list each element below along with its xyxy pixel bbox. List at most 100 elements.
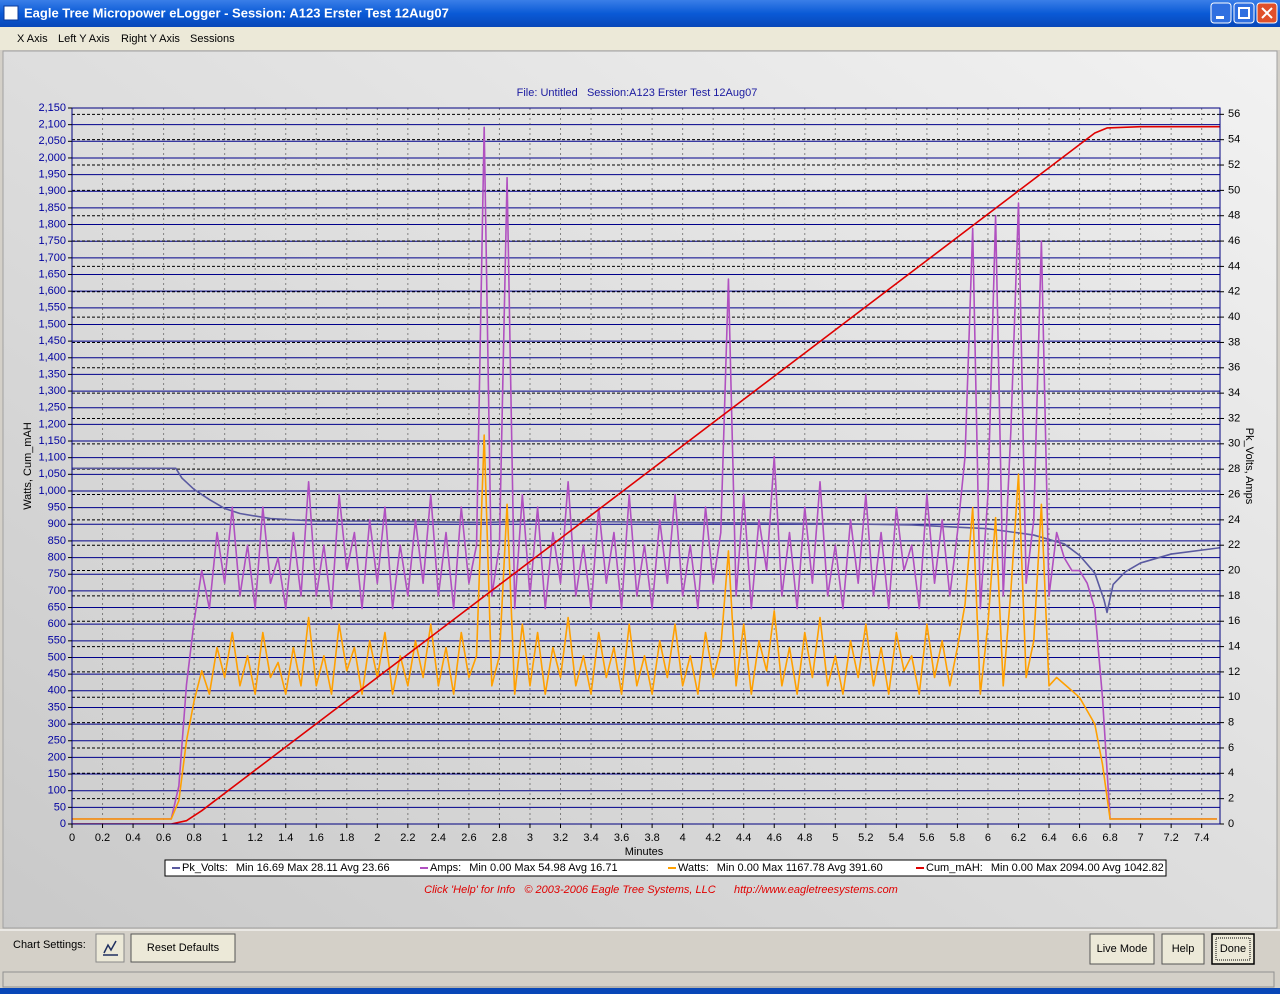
done-button-label: Done xyxy=(1220,943,1246,955)
x-tick-label: 6.8 xyxy=(1102,832,1117,844)
done-button[interactable] xyxy=(1211,933,1255,965)
menu-bar xyxy=(0,27,1280,50)
chart-title: File: Untitled Session:A123 Erster Test … xyxy=(517,87,758,99)
x-tick-label: 2.8 xyxy=(492,832,507,844)
x-tick-label: 5.8 xyxy=(950,832,965,844)
y-tick-label: 2,100 xyxy=(38,119,66,131)
y-tick-label: 1,700 xyxy=(38,252,66,264)
series-line xyxy=(72,467,1220,614)
x-tick-label: 5 xyxy=(832,832,838,844)
y-tick-label: 1,100 xyxy=(38,452,66,464)
x-tick-label: 0.6 xyxy=(156,832,171,844)
y-tick-label: 1,750 xyxy=(38,235,66,247)
x-tick-label: 4.4 xyxy=(736,832,751,844)
y2-tick-label: 38 xyxy=(1228,336,1240,348)
legend-label: Amps: xyxy=(430,862,461,874)
y-tick-label: 800 xyxy=(48,551,66,563)
menu-item[interactable]: Sessions xyxy=(190,33,235,45)
y2-tick-label: 0 xyxy=(1228,818,1234,830)
x-tick-label: 2.4 xyxy=(431,832,446,844)
menu-item[interactable]: Right Y Axis xyxy=(121,33,180,45)
x-tick-label: 6 xyxy=(985,832,991,844)
y-tick-label: 850 xyxy=(48,535,66,547)
y-tick-label: 1,000 xyxy=(38,485,66,497)
y2-tick-label: 50 xyxy=(1228,184,1240,196)
y-tick-label: 1,900 xyxy=(38,185,66,197)
y-tick-label: 1,850 xyxy=(38,202,66,214)
y2-tick-label: 14 xyxy=(1228,640,1240,652)
series-line xyxy=(72,126,1217,820)
x-tick-label: 4.6 xyxy=(767,832,782,844)
maximize-button[interactable] xyxy=(1233,2,1255,24)
y-tick-label: 950 xyxy=(48,502,66,514)
x-tick-label: 5.2 xyxy=(858,832,873,844)
x-tick-label: 0.2 xyxy=(95,832,110,844)
legend-label: Cum_mAH: xyxy=(926,862,983,874)
y-axis-label: Watts, Cum_mAH xyxy=(22,422,34,510)
minimize-button[interactable] xyxy=(1210,2,1232,24)
x-tick-label: 5.6 xyxy=(919,832,934,844)
y2-tick-label: 52 xyxy=(1228,159,1240,171)
app-icon xyxy=(3,5,19,21)
tick-labels: 0501001502002503003504004505005506006507… xyxy=(38,102,1240,844)
y-tick-label: 1,600 xyxy=(38,285,66,297)
x-tick-label: 1.4 xyxy=(278,832,293,844)
window-buttons xyxy=(1210,2,1278,24)
y-tick-label: 1,800 xyxy=(38,218,66,230)
series-line xyxy=(72,125,1220,824)
window-frame-bottom xyxy=(0,988,1280,994)
status-bar xyxy=(2,971,1275,988)
y-tick-label: 450 xyxy=(48,668,66,680)
minimize-glyph xyxy=(1216,16,1224,19)
y-tick-label: 1,350 xyxy=(38,368,66,380)
y2-tick-label: 30 xyxy=(1228,438,1240,450)
x-tick-label: 2 xyxy=(374,832,380,844)
window-title: Eagle Tree Micropower eLogger - Session:… xyxy=(24,5,449,20)
menu-item[interactable]: Left Y Axis xyxy=(58,33,110,45)
x-tick-label: 0.4 xyxy=(125,832,140,844)
y-tick-label: 250 xyxy=(48,735,66,747)
y-tick-label: 300 xyxy=(48,718,66,730)
y-tick-label: 700 xyxy=(48,585,66,597)
y2-tick-label: 20 xyxy=(1228,564,1240,576)
x-tick-label: 3.8 xyxy=(644,832,659,844)
y-tick-label: 1,200 xyxy=(38,418,66,430)
y2-tick-label: 4 xyxy=(1228,767,1234,779)
y2-tick-label: 36 xyxy=(1228,362,1240,374)
y2-tick-label: 28 xyxy=(1228,463,1240,475)
y-tick-label: 1,950 xyxy=(38,169,66,181)
x-tick-label: 2.2 xyxy=(400,832,415,844)
close-glyph xyxy=(1261,7,1273,19)
reset-button-label: Reset Defaults xyxy=(147,942,220,954)
y-tick-label: 600 xyxy=(48,618,66,630)
y-tick-label: 1,150 xyxy=(38,435,66,447)
y-tick-label: 1,050 xyxy=(38,468,66,480)
y2-tick-label: 40 xyxy=(1228,311,1240,323)
y-tick-label: 2,150 xyxy=(38,102,66,114)
x-tick-label: 3.6 xyxy=(614,832,629,844)
legend-box xyxy=(164,859,1167,877)
y2-tick-label: 54 xyxy=(1228,134,1240,146)
y2-tick-label: 48 xyxy=(1228,210,1240,222)
x-tick-label: 3.4 xyxy=(583,832,598,844)
x-tick-label: 6.6 xyxy=(1072,832,1087,844)
y2-tick-label: 34 xyxy=(1228,387,1240,399)
y2-tick-label: 8 xyxy=(1228,717,1234,729)
x-tick-label: 4.8 xyxy=(797,832,812,844)
chart-settings-label: Chart Settings: xyxy=(13,939,86,951)
help-button[interactable] xyxy=(1161,933,1205,965)
y-tick-label: 550 xyxy=(48,635,66,647)
live-mode-button[interactable] xyxy=(1089,933,1155,965)
y-tick-label: 350 xyxy=(48,701,66,713)
y2-tick-label: 10 xyxy=(1228,691,1240,703)
y-tick-label: 1,250 xyxy=(38,402,66,414)
x-tick-label: 1.8 xyxy=(339,832,354,844)
menu-item[interactable]: X Axis xyxy=(17,33,48,45)
y-tick-label: 1,650 xyxy=(38,268,66,280)
y2-tick-label: 12 xyxy=(1228,666,1240,678)
y-tick-label: 1,450 xyxy=(38,335,66,347)
x-tick-label: 0 xyxy=(69,832,75,844)
plot-lines xyxy=(72,125,1220,824)
reset-button[interactable] xyxy=(130,933,236,963)
y-tick-label: 1,300 xyxy=(38,385,66,397)
